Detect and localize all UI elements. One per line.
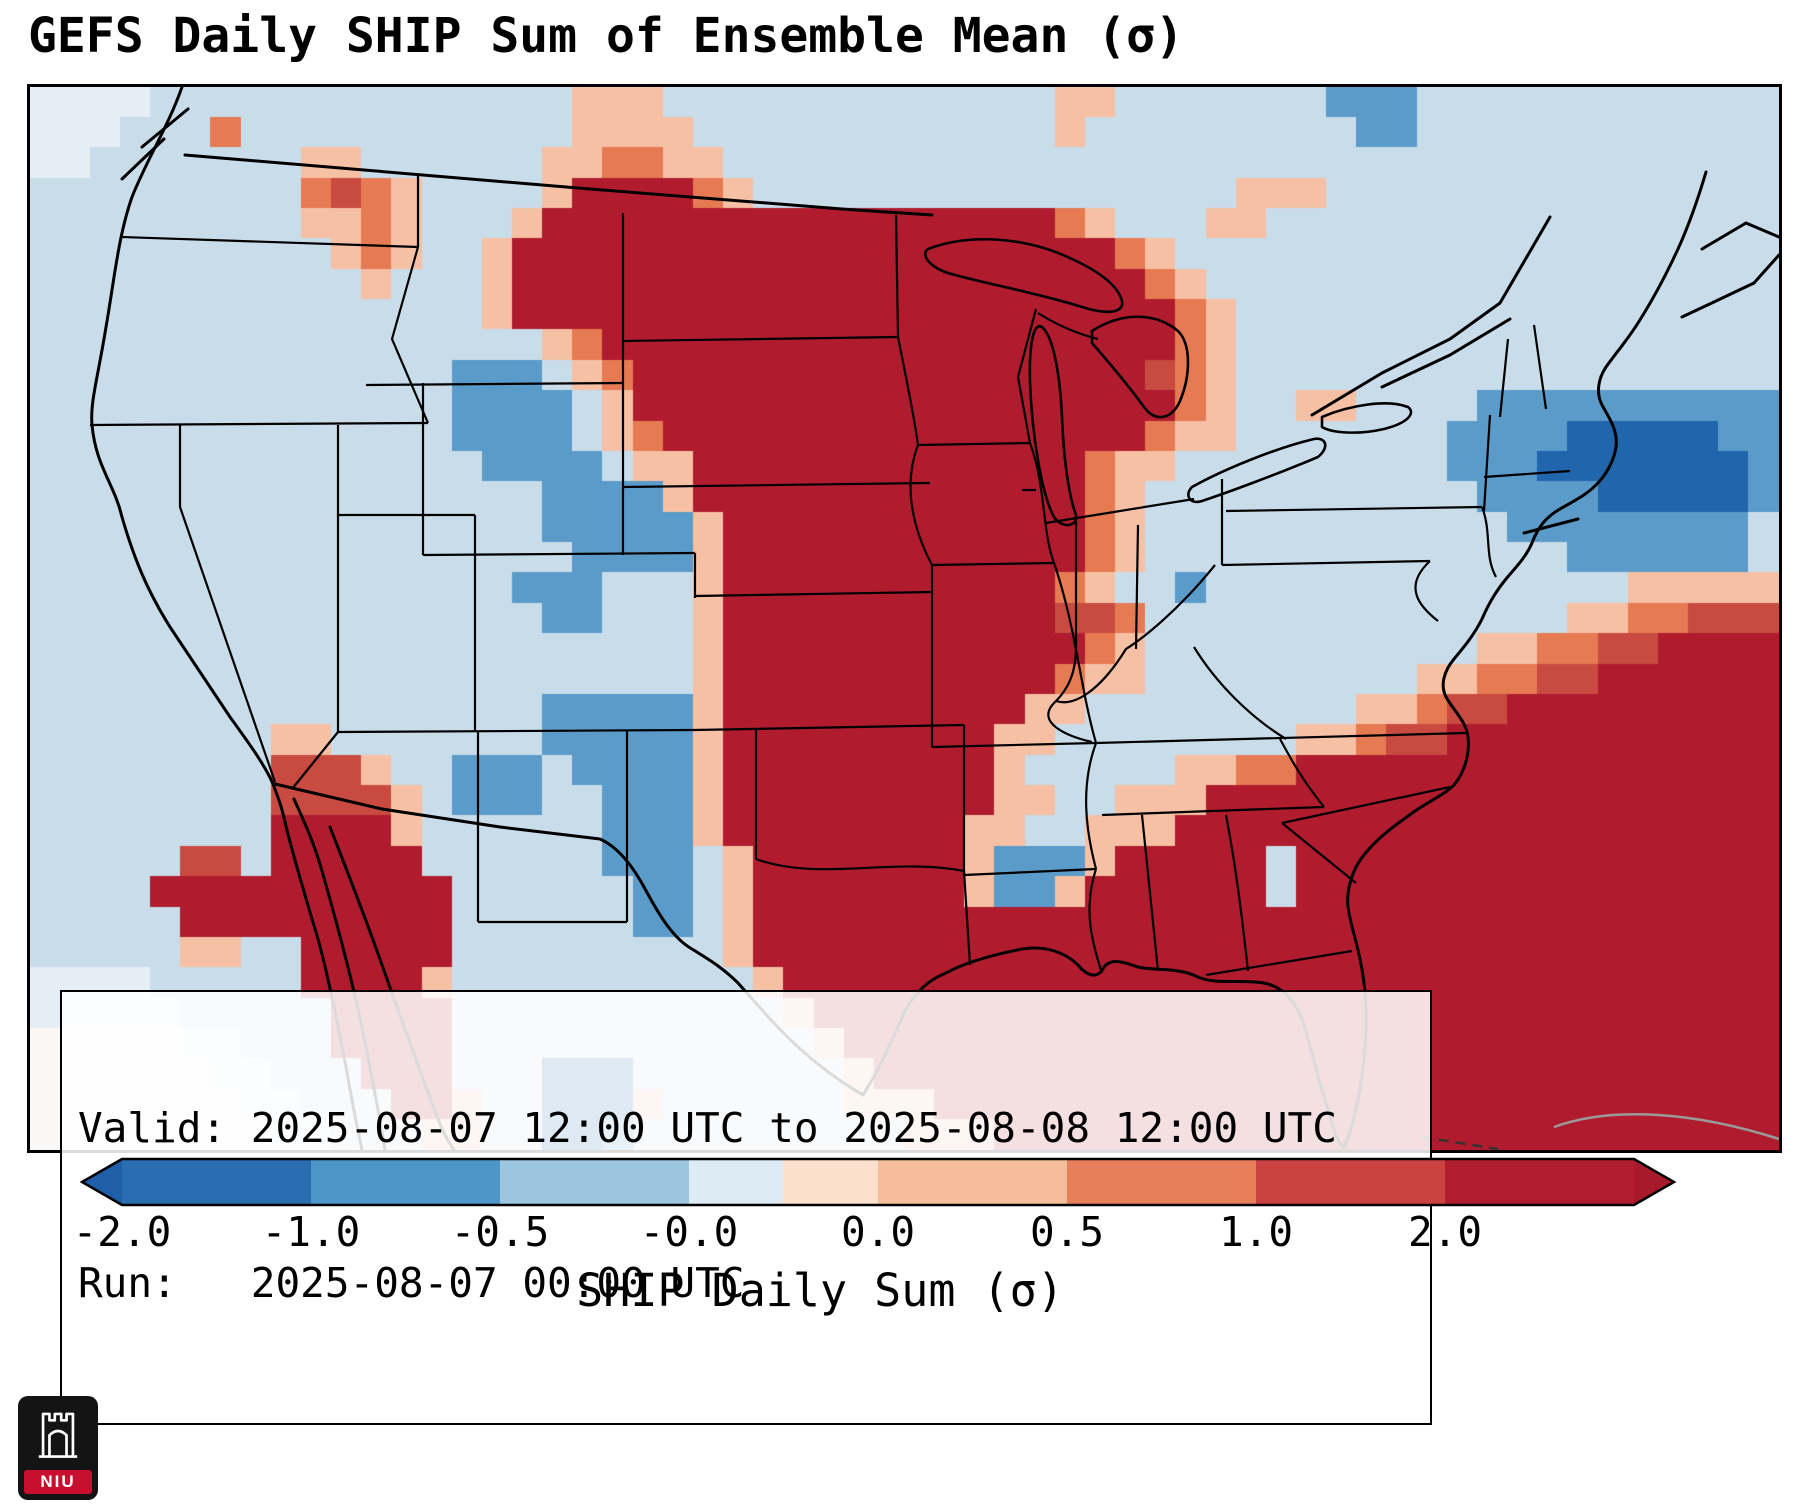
colorbar-tick-label: 1.0 — [1218, 1208, 1294, 1256]
colorbar-tick-label: 2.0 — [1407, 1208, 1483, 1256]
minor-coastlines — [1421, 1113, 1779, 1150]
map-panel: Valid: 2025-08-07 12:00 UTC to 2025-08-0… — [27, 84, 1782, 1426]
state-borders — [89, 175, 1571, 977]
st-lawrence-north-shore-path — [1380, 317, 1512, 389]
colorbar-segment — [689, 1159, 783, 1205]
colorbar-tick-label: -2.0 — [72, 1208, 172, 1256]
colorbar-outline — [80, 1157, 1677, 1207]
colorbar-segment — [783, 1159, 878, 1205]
colorbar-tick-label: 0.5 — [1029, 1208, 1105, 1256]
lake-superior-path — [923, 238, 1124, 314]
west-coast-baja-path — [90, 87, 364, 1150]
colorbar-segment — [1256, 1159, 1445, 1205]
long-island-path — [1522, 517, 1580, 535]
lake-michigan-path — [1028, 325, 1078, 527]
st-lawrence-path — [1310, 215, 1552, 417]
colorbar-segment — [122, 1159, 311, 1205]
run-time-text: Run: 2025-08-07 00:00 UTC — [78, 1259, 745, 1308]
lake-huron-path — [1090, 315, 1190, 419]
lake-erie-path — [1187, 437, 1327, 504]
niu-logo-text: NIU — [24, 1470, 92, 1494]
colorbar-segment — [1445, 1159, 1634, 1205]
colorbar-segment — [500, 1159, 689, 1205]
colorbar-segment — [1067, 1159, 1256, 1205]
colorbar-segment — [311, 1159, 500, 1205]
cuba-coast-path — [1553, 1113, 1779, 1141]
canada-border-path — [183, 153, 934, 217]
colorbar-axis-label: SHIP Daily Sum (σ) — [576, 1264, 1064, 1317]
colorbar-tick-labels: -2.0 -1.0 -0.5 -0.0 0.0 0.5 1.0 2.0 — [73, 1208, 1680, 1258]
colorbar-tick-label: -1.0 — [261, 1208, 361, 1256]
nova-scotia-path — [1680, 221, 1779, 319]
vancouver-island-path — [120, 107, 190, 181]
dashed-coast-path — [1421, 1135, 1499, 1150]
niu-logo: NIU — [18, 1396, 98, 1500]
ship-heatmap — [30, 87, 1779, 1150]
lake-ontario-path — [1320, 402, 1413, 434]
colorbar — [80, 1157, 1677, 1207]
colorbar-right-arrow — [1634, 1159, 1674, 1205]
valid-time-text: Valid: 2025-08-07 12:00 UTC to 2025-08-0… — [78, 1104, 1337, 1153]
timestamp-box: Valid: 2025-08-07 12:00 UTC to 2025-08-0… — [60, 990, 1432, 1426]
castle-icon — [38, 1412, 78, 1458]
colorbar-left-arrow — [82, 1159, 122, 1205]
colorbar-segment — [878, 1159, 1067, 1205]
figure-title: GEFS Daily SHIP Sum of Ensemble Mean (σ) — [28, 8, 1184, 64]
colorbar-tick-label: 0.0 — [840, 1208, 916, 1256]
colorbar-tick-label: -0.5 — [450, 1208, 550, 1256]
colorbar-tick-label: -0.0 — [639, 1208, 739, 1256]
great-lakes — [923, 238, 1413, 527]
